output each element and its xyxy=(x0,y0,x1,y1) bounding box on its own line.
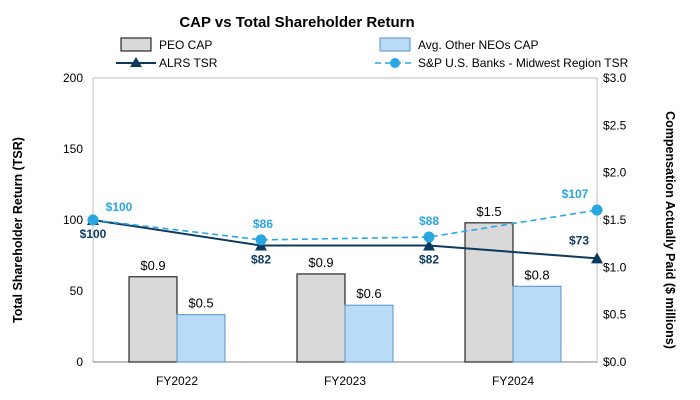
line-data-label: $73 xyxy=(569,233,589,247)
bar-peo-cap xyxy=(128,276,178,363)
right-tick-label: $2.5 xyxy=(603,118,627,132)
right-tick-label: $2.0 xyxy=(603,166,627,180)
left-tick-label: 50 xyxy=(70,284,84,298)
bar-data-label: $0.6 xyxy=(356,286,381,301)
marker-sp-banks-tsr xyxy=(591,204,603,216)
right-axis-label: Compensation Actually Paid ($ millions) xyxy=(663,111,677,349)
bar-neo-cap xyxy=(344,304,394,363)
right-tick-label: $0.0 xyxy=(603,355,627,369)
marker-sp-banks-tsr xyxy=(255,234,267,246)
line-data-label: $82 xyxy=(419,253,439,267)
left-tick-label: 150 xyxy=(63,142,83,156)
left-tick-label: 0 xyxy=(76,355,83,369)
line-data-label: $86 xyxy=(253,217,273,231)
right-tick-label: $1.0 xyxy=(603,260,627,274)
marker-alrs-tsr xyxy=(591,252,603,264)
bar-peo-cap xyxy=(296,273,346,363)
right-tick-label: $3.0 xyxy=(603,71,627,85)
x-tick-label: FY2023 xyxy=(324,374,366,388)
x-tick-label: FY2022 xyxy=(156,374,198,388)
legend-swatch-peo-cap xyxy=(120,37,152,52)
left-tick-label: 200 xyxy=(63,71,83,85)
x-tick-label: FY2024 xyxy=(492,374,534,388)
line-data-label: $88 xyxy=(419,214,439,228)
bar-peo-cap xyxy=(464,222,514,363)
bar-neo-cap xyxy=(176,314,226,363)
line-data-label: $100 xyxy=(106,200,133,214)
marker-sp-banks-tsr xyxy=(423,231,435,243)
bar-data-label: $0.8 xyxy=(524,267,549,282)
bar-data-label: $1.5 xyxy=(476,204,501,219)
legend-label-neo-cap: Avg. Other NEOs CAP xyxy=(418,38,539,52)
legend-label-sp-banks-tsr: S&P U.S. Banks - Midwest Region TSR xyxy=(418,56,629,70)
legend-label-alrs-tsr: ALRS TSR xyxy=(159,56,218,70)
marker-alrs-tsr xyxy=(423,239,435,251)
line-alrs-tsr xyxy=(92,219,598,260)
left-axis-label: Total Shareholder Return (TSR) xyxy=(11,137,25,323)
legend-marker-alrs-tsr xyxy=(130,57,142,67)
line-data-label: $107 xyxy=(562,187,589,201)
bar-data-label: $0.9 xyxy=(308,255,333,270)
left-tick-label: 100 xyxy=(63,213,83,227)
line-data-label: $100 xyxy=(80,227,107,241)
marker-sp-banks-tsr xyxy=(87,214,99,226)
legend-marker-sp-banks-tsr xyxy=(390,58,400,68)
bar-data-label: $0.5 xyxy=(188,296,213,311)
chart-title: CAP vs Total Shareholder Return xyxy=(179,14,414,31)
bar-neo-cap xyxy=(512,285,562,363)
line-sp-banks-tsr xyxy=(92,209,598,241)
line-data-label: $82 xyxy=(251,253,271,267)
legend-label-peo-cap: PEO CAP xyxy=(159,38,212,52)
right-tick-label: $0.5 xyxy=(603,308,627,322)
bar-data-label: $0.9 xyxy=(140,258,165,273)
right-tick-label: $1.5 xyxy=(603,213,627,227)
legend-swatch-neo-cap xyxy=(379,37,411,52)
